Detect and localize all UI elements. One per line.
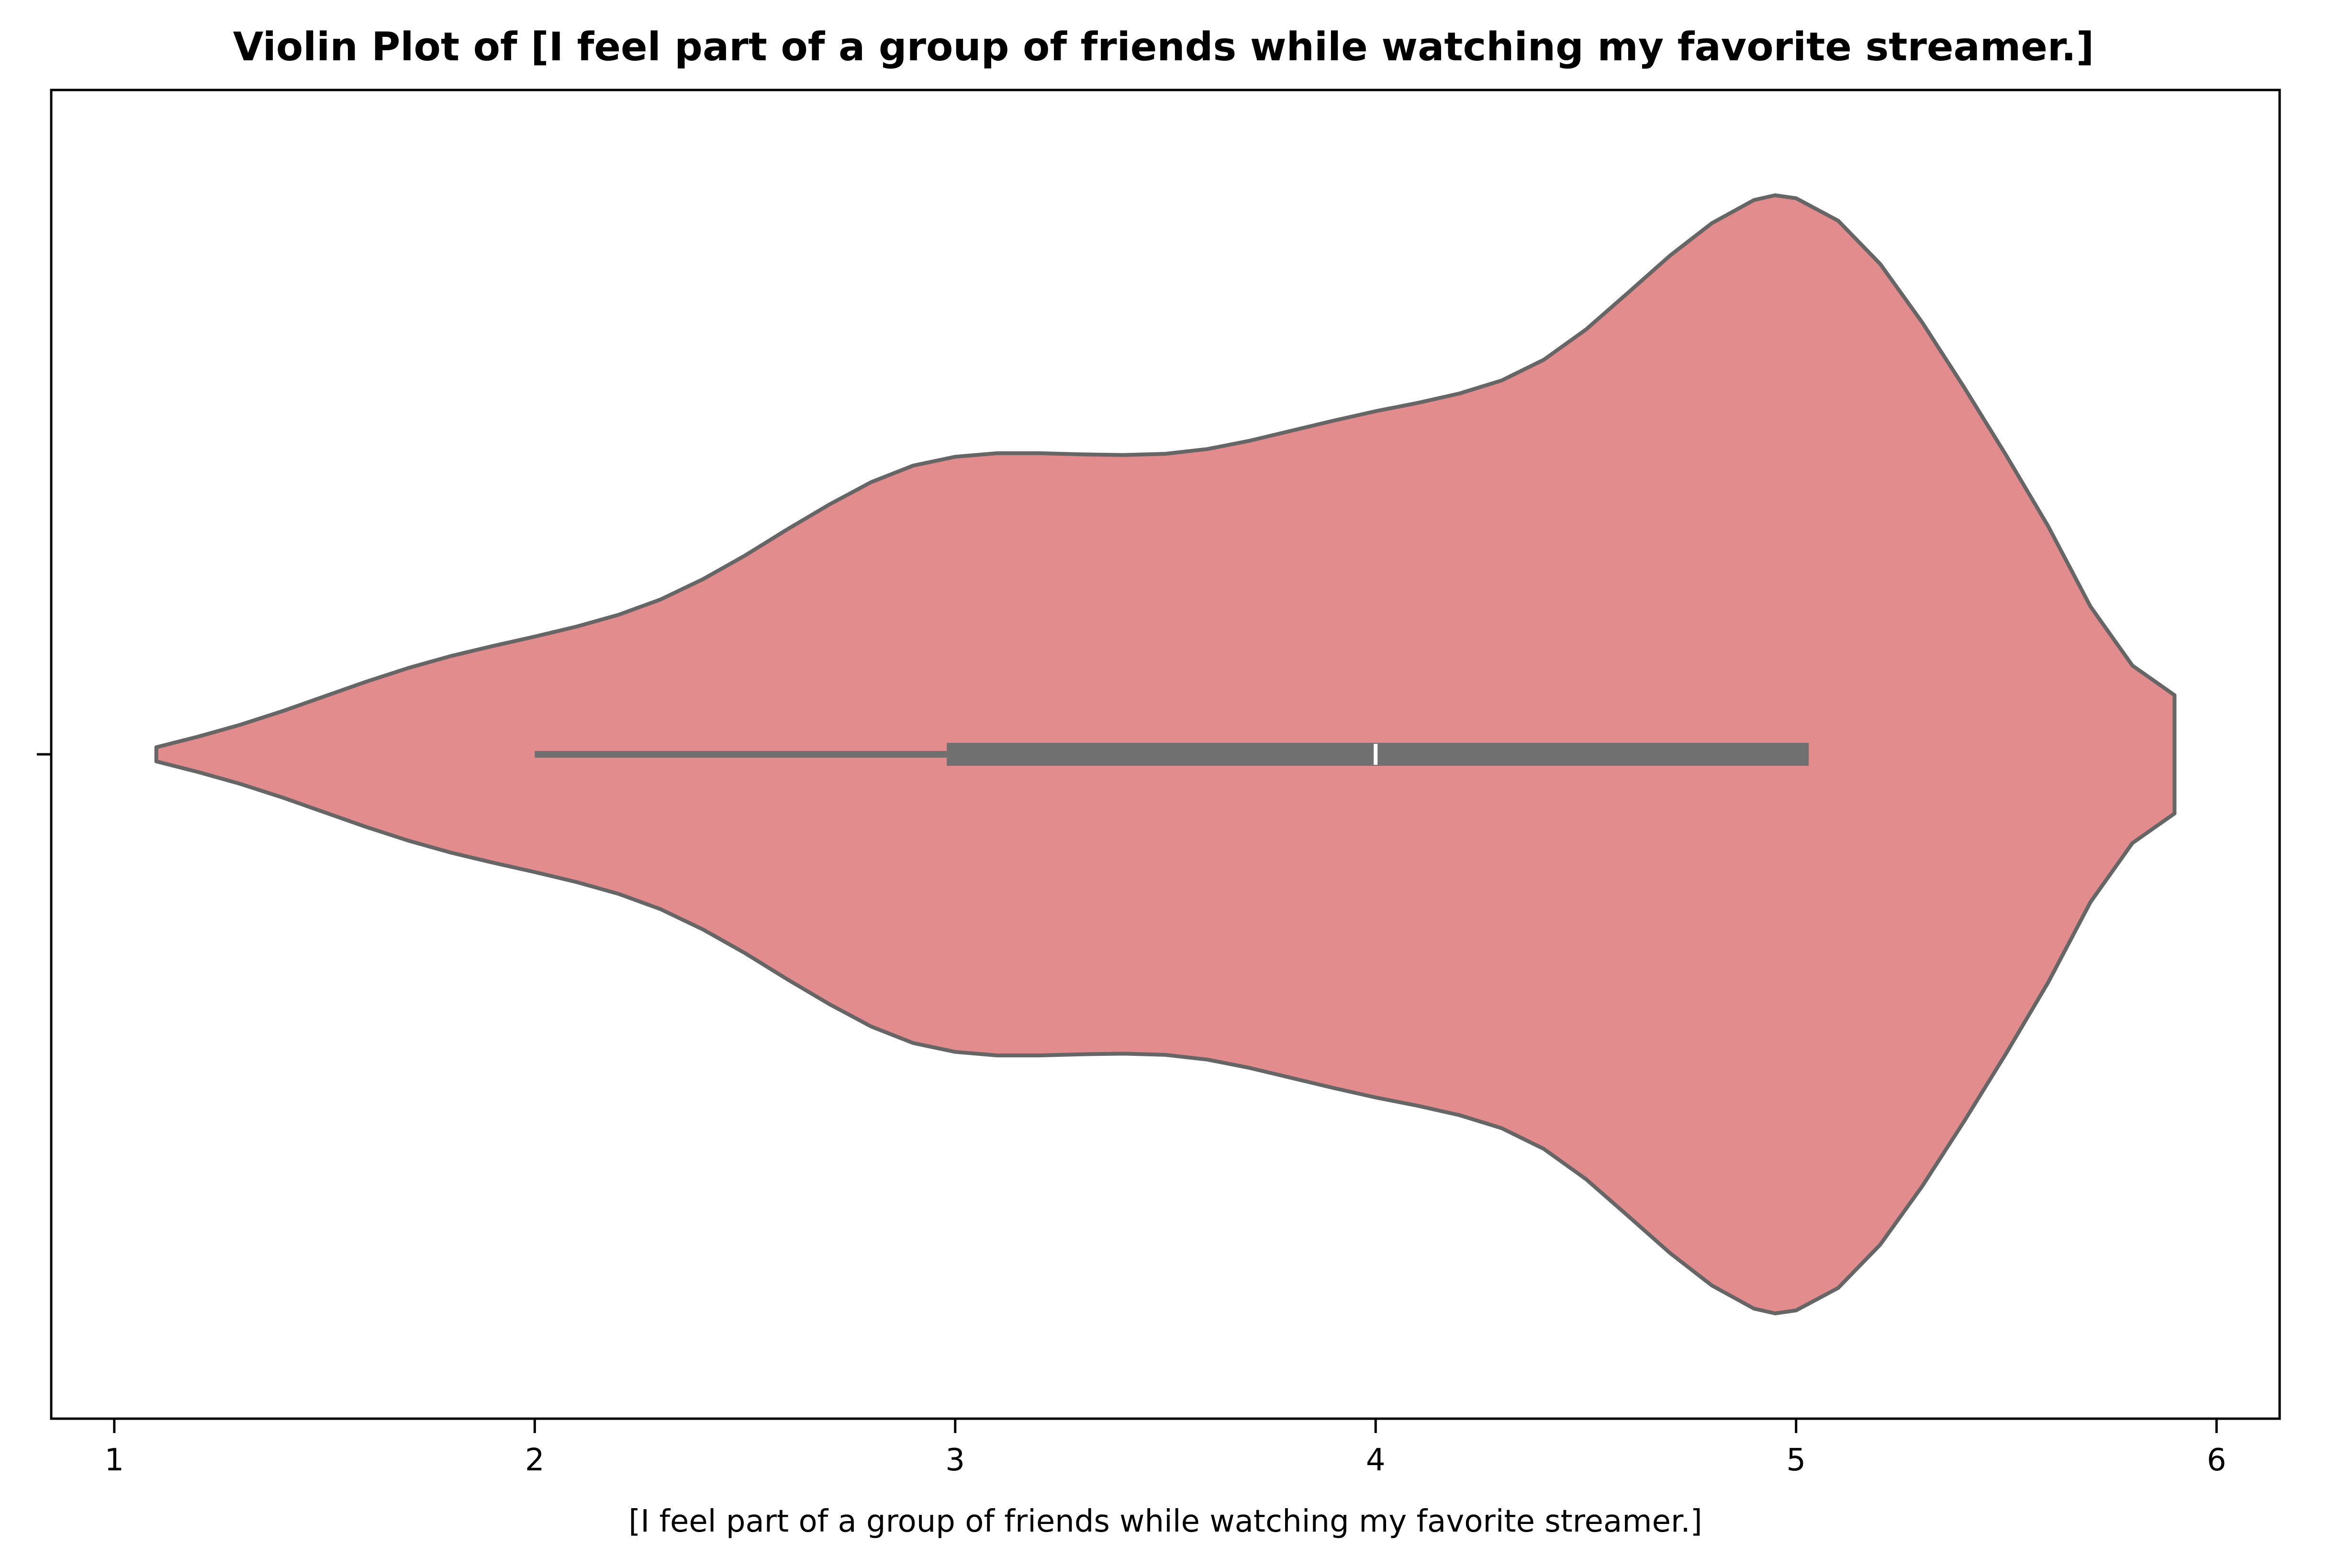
x-tick-label: 2 xyxy=(525,1443,545,1478)
chart-title: Violin Plot of [I feel part of a group o… xyxy=(233,24,2094,70)
x-axis-ticks: 1 2 3 4 5 6 xyxy=(104,1419,2226,1478)
x-tick-label: 3 xyxy=(945,1443,965,1478)
plot-area xyxy=(154,193,2177,1315)
x-tick-label: 4 xyxy=(1366,1443,1386,1478)
x-tick-label: 5 xyxy=(1786,1443,1806,1478)
x-tick-label: 1 xyxy=(104,1443,124,1478)
x-tick-label: 6 xyxy=(2207,1443,2226,1478)
x-axis-label: [I feel part of a group of friends while… xyxy=(628,1504,1702,1539)
iqr-box xyxy=(947,743,1809,766)
